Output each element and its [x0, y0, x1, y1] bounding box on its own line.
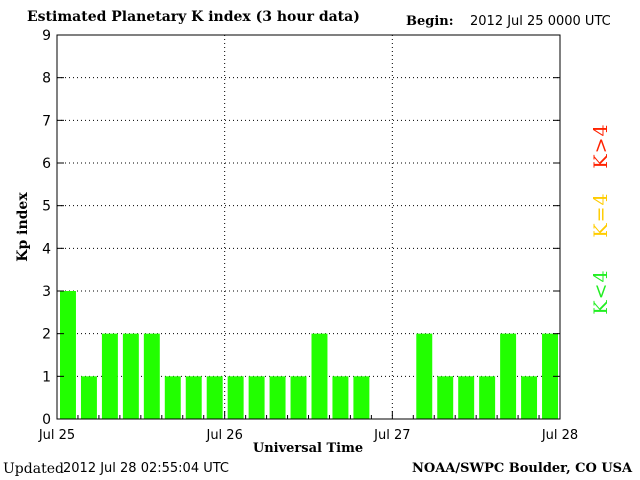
begin-label: Begin:: [406, 14, 454, 29]
y-tick-label: 7: [42, 113, 51, 129]
y-tick-label: 0: [42, 412, 51, 428]
kp-bar: [521, 376, 538, 419]
kp-bar: [164, 376, 181, 419]
x-axis-label: Universal Time: [253, 441, 363, 456]
source-credit: NOAA/SWPC Boulder, CO USA: [412, 461, 633, 476]
begin-value: 2012 Jul 25 0000 UTC: [470, 14, 611, 29]
y-tick-label: 6: [42, 156, 51, 172]
kp-bar: [311, 333, 328, 419]
updated-label: Updated: [3, 461, 64, 477]
legend-k-greater-4: K>4: [590, 123, 612, 169]
x-tick-label: Jul 27: [373, 428, 410, 443]
kp-bar: [416, 333, 433, 419]
kp-bar: [60, 291, 76, 419]
kp-bar: [248, 376, 265, 419]
kp-bar: [479, 376, 496, 419]
y-tick-label: 2: [42, 327, 51, 343]
kp-bar: [269, 376, 286, 419]
kp-bar: [80, 376, 97, 419]
kp-bar: [143, 333, 160, 419]
y-axis-label: Kp index: [15, 192, 31, 262]
kp-bar: [101, 333, 118, 419]
y-tick-label: 9: [42, 28, 51, 44]
kp-bar: [206, 376, 223, 419]
kp-bar: [500, 333, 517, 419]
y-tick-label: 3: [42, 284, 51, 300]
kp-bar: [353, 376, 370, 419]
kp-bar: [290, 376, 307, 419]
kp-bar: [122, 333, 139, 419]
y-tick-label: 5: [42, 199, 51, 215]
kp-bar: [185, 376, 202, 419]
y-tick-label: 4: [42, 241, 51, 257]
kp-bar: [458, 376, 475, 419]
legend-k-equal-4: K=4: [590, 192, 612, 238]
x-tick-label: Jul 25: [38, 428, 75, 443]
updated-value: 2012 Jul 28 02:55:04 UTC: [63, 461, 229, 476]
x-tick-label: Jul 26: [205, 428, 242, 443]
chart-title: Estimated Planetary K index (3 hour data…: [27, 9, 360, 25]
kp-bar: [437, 376, 454, 419]
y-tick-label: 8: [42, 71, 51, 87]
kp-bar: [542, 333, 558, 419]
y-tick-label: 1: [42, 369, 51, 385]
kp-bar: [332, 376, 349, 419]
legend-k-less-4: K<4: [590, 269, 612, 315]
kp-bar: [227, 376, 244, 419]
x-tick-label: Jul 28: [541, 428, 578, 443]
